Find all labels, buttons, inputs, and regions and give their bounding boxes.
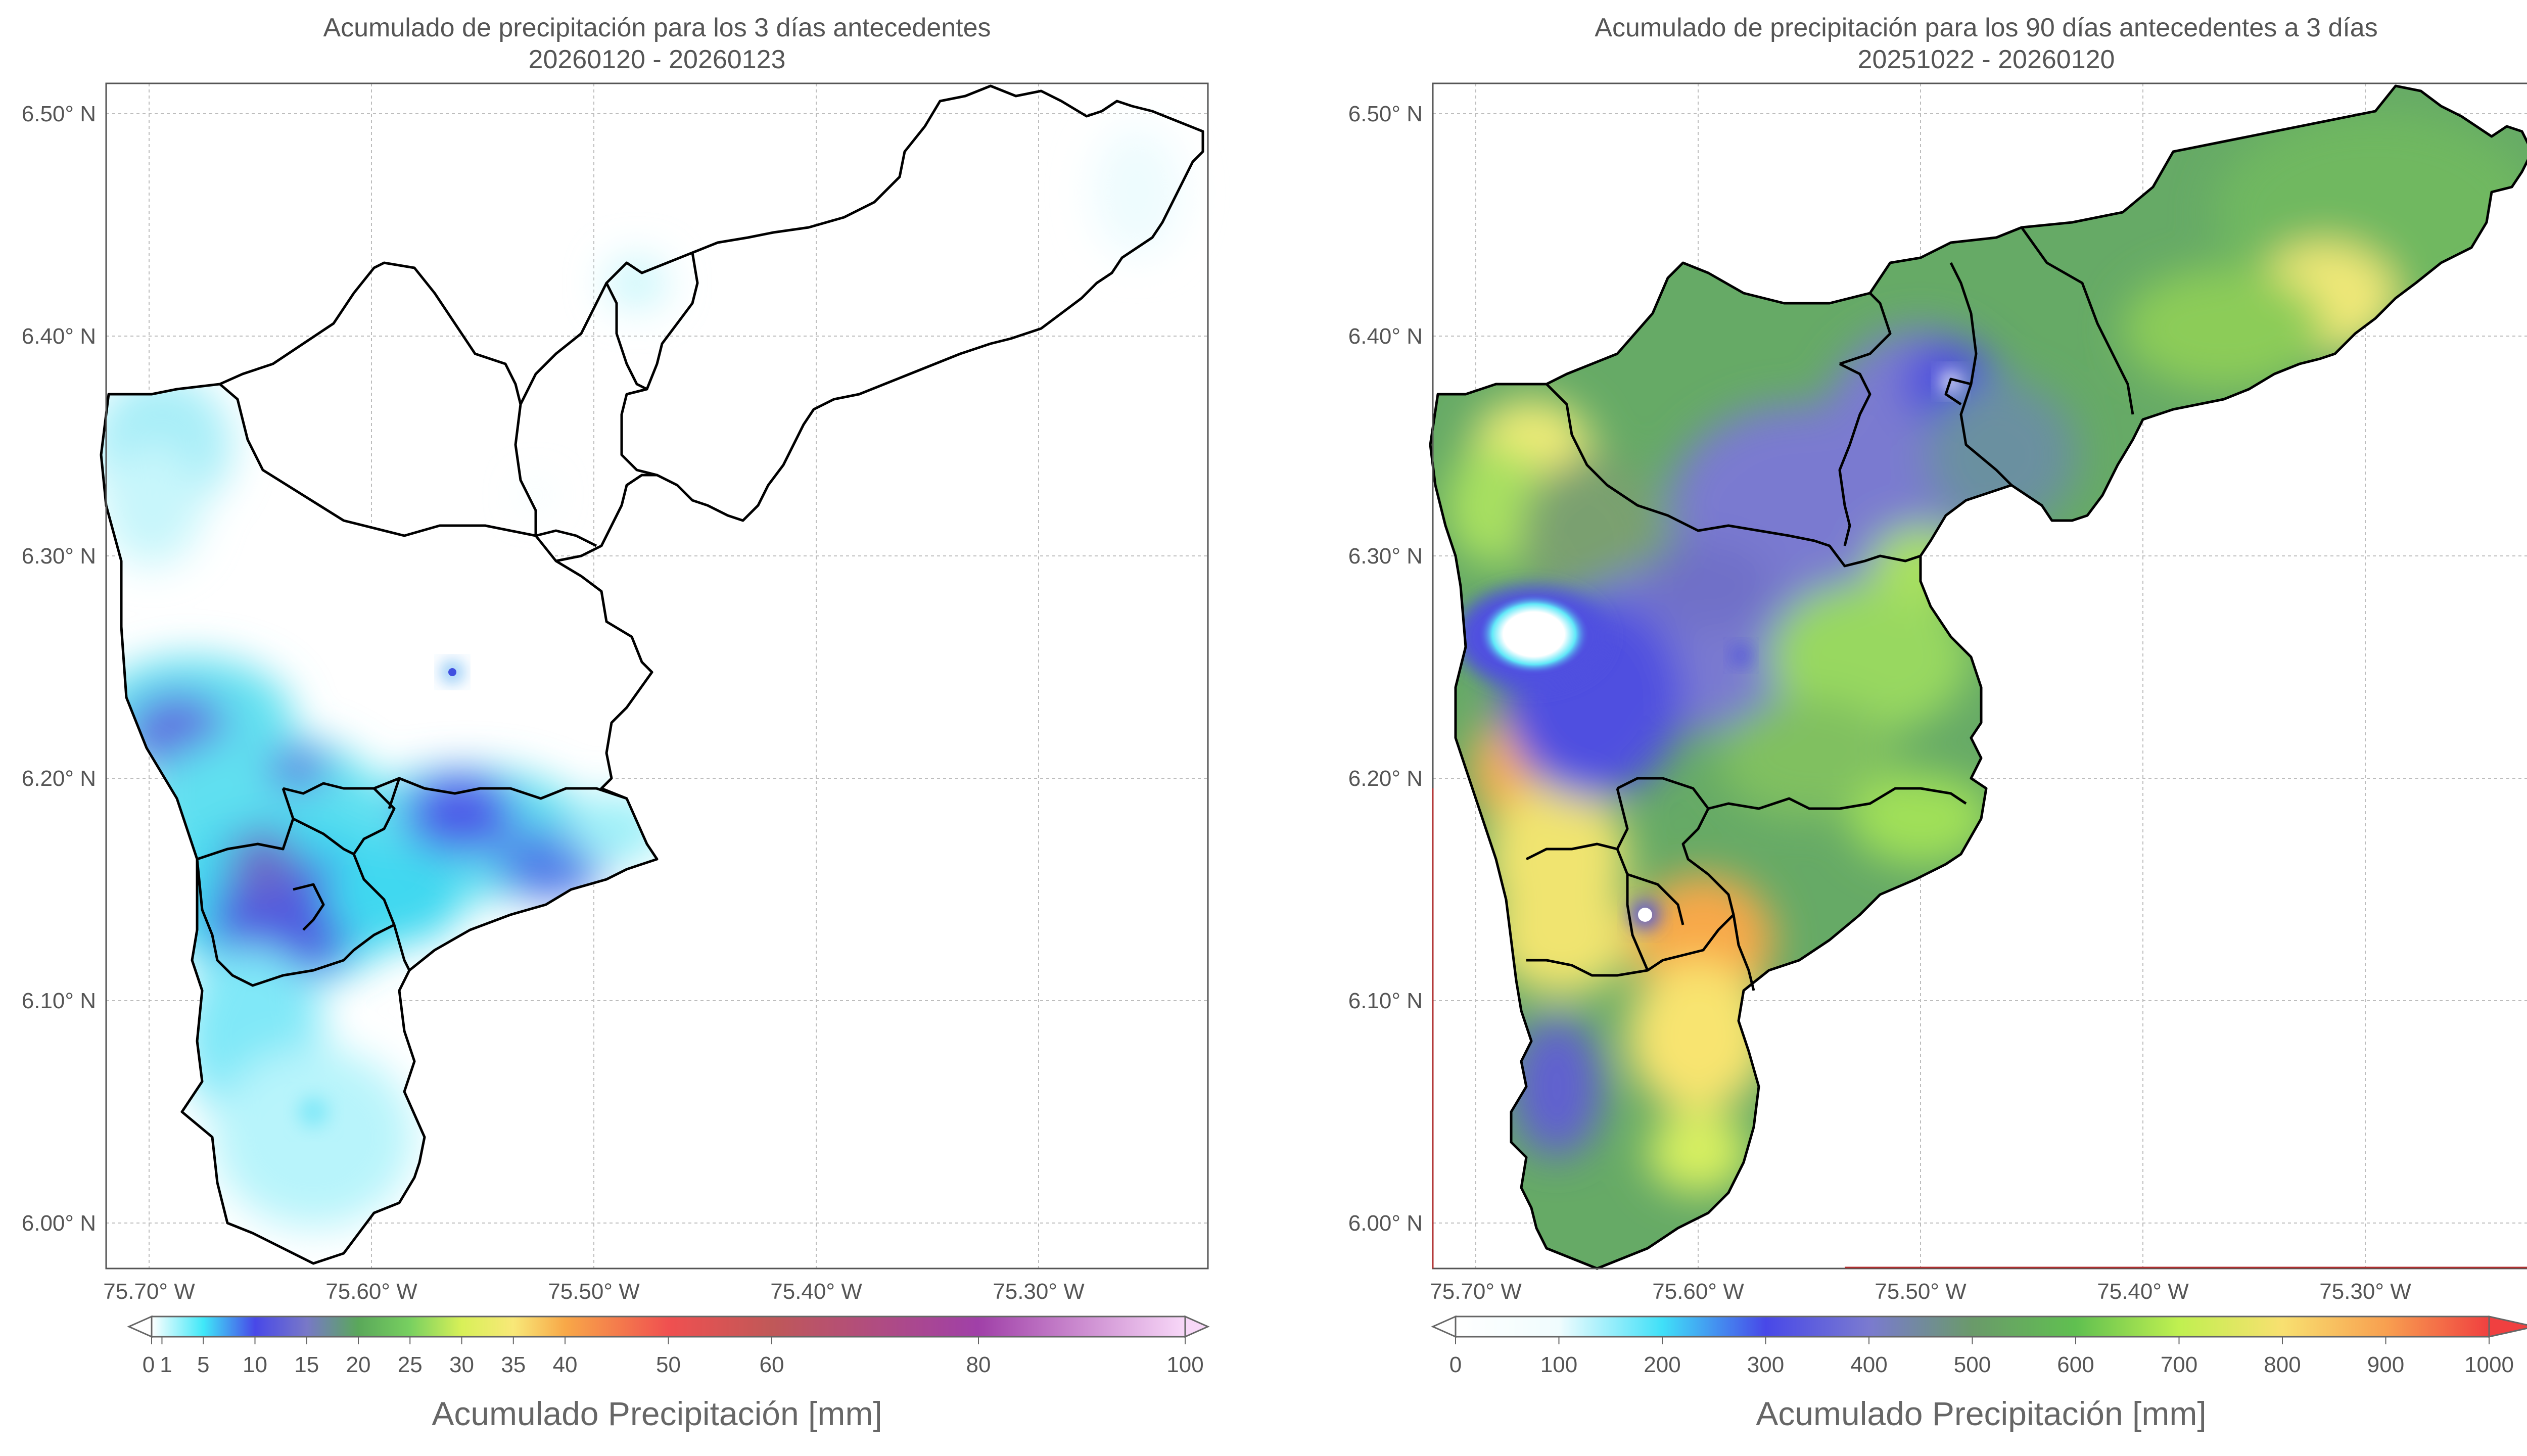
lon-tick-label: 75.30° W	[993, 1279, 1085, 1304]
lon-tick-label: 75.70° W	[1430, 1279, 1522, 1304]
colorbar-tick-label: 20	[346, 1352, 371, 1377]
lon-tick-label: 75.50° W	[1875, 1279, 1967, 1304]
right-colorbar-label: Acumulado Precipitación [mm]	[1756, 1395, 2206, 1432]
right-title-line1: Acumulado de precipitación para los 90 d…	[1595, 13, 2377, 42]
right-colorbar: 0 100 200 300 400 500 600 700 800 900 1000 Acumula…	[1431, 1315, 2527, 1432]
left-colorbar: 0 1 5 10 15 20 25 30 35 40 50 60 80 100 Acumulado Pre…	[127, 1315, 1210, 1432]
left-cb-bar	[152, 1317, 1185, 1337]
lat-tick-label: 6.50° N	[22, 102, 96, 126]
right-cb-bar	[1456, 1317, 2489, 1337]
left-title-line1: Acumulado de precipitación para los 3 dí…	[323, 13, 991, 42]
lat-tick-label: 6.30° N	[22, 544, 96, 569]
left-precip-field	[101, 384, 657, 1263]
colorbar-tick-label: 800	[2264, 1352, 2301, 1377]
right-panel: Acumulado de precipitación para los 90 d…	[1348, 13, 2527, 1432]
colorbar-tick-label: 500	[1954, 1352, 1991, 1377]
right-cb-max-arrow	[2488, 1316, 2527, 1338]
left-boundaries	[101, 84, 1204, 1263]
lon-tick-label: 75.70° W	[103, 1279, 195, 1304]
left-panel: Acumulado de precipitación para los 3 dí…	[22, 13, 1210, 1432]
lat-tick-label: 6.00° N	[22, 1211, 96, 1236]
colorbar-tick-label: 10	[243, 1352, 267, 1377]
colorbar-tick-label: 700	[2161, 1352, 2197, 1377]
colorbar-tick-label: 1000	[2464, 1352, 2514, 1377]
lon-tick-label: 75.60° W	[325, 1279, 417, 1304]
colorbar-tick-label: 15	[294, 1352, 319, 1377]
lat-tick-label: 6.20° N	[22, 766, 96, 791]
lon-tick-label: 75.40° W	[2097, 1279, 2189, 1304]
lon-tick-label: 75.60° W	[1652, 1279, 1744, 1304]
lat-tick-label: 6.10° N	[1348, 989, 1423, 1013]
colorbar-tick-label: 50	[656, 1352, 681, 1377]
lat-tick-label: 6.20° N	[1348, 766, 1423, 791]
right-cb-min-arrow	[1431, 1315, 1457, 1338]
left-lat-ticks: 6.50° N 6.40° N 6.30° N 6.20° N 6.10° N …	[22, 102, 96, 1236]
colorbar-tick-label: 100	[1166, 1352, 1203, 1377]
colorbar-tick-label: 30	[449, 1352, 474, 1377]
left-cb-max-arrow	[1184, 1315, 1210, 1338]
colorbar-tick-label: 0	[1449, 1352, 1462, 1377]
lat-tick-label: 6.10° N	[22, 989, 96, 1013]
lon-tick-label: 75.30° W	[2319, 1279, 2411, 1304]
colorbar-tick-label: 80	[966, 1352, 991, 1377]
colorbar-tick-label: 400	[1850, 1352, 1887, 1377]
colorbar-tick-label: 900	[2367, 1352, 2404, 1377]
right-title-line2: 20251022 - 20260120	[1858, 45, 2115, 74]
colorbar-tick-label: 40	[553, 1352, 578, 1377]
lat-tick-label: 6.30° N	[1348, 544, 1423, 569]
colorbar-tick-label: 5	[197, 1352, 209, 1377]
left-lon-ticks: 75.70° W 75.60° W 75.50° W 75.40° W 75.3…	[103, 1279, 1085, 1304]
left-title-line2: 20260120 - 20260123	[529, 45, 786, 74]
colorbar-tick-label: 35	[501, 1352, 526, 1377]
lat-tick-label: 6.40° N	[22, 324, 96, 349]
lat-tick-label: 6.00° N	[1348, 1211, 1423, 1236]
colorbar-tick-label: 600	[2057, 1352, 2094, 1377]
colorbar-tick-label: 100	[1540, 1352, 1577, 1377]
right-lat-ticks: 6.50° N 6.40° N 6.30° N 6.20° N 6.10° N …	[1348, 102, 1423, 1236]
colorbar-tick-label: 60	[760, 1352, 784, 1377]
left-cb-min-arrow	[127, 1315, 153, 1338]
right-boundaries	[1430, 86, 2527, 1269]
lat-tick-label: 6.50° N	[1348, 102, 1423, 126]
colorbar-tick-label: 300	[1747, 1352, 1784, 1377]
lat-tick-label: 6.40° N	[1348, 324, 1423, 349]
lon-tick-label: 75.50° W	[548, 1279, 640, 1304]
colorbar-tick-label: 25	[398, 1352, 423, 1377]
colorbar-tick-label: 0	[143, 1352, 155, 1377]
colorbar-tick-label: 1	[160, 1352, 172, 1377]
right-lon-ticks: 75.70° W 75.60° W 75.50° W 75.40° W 75.3…	[1430, 1279, 2411, 1304]
left-colorbar-label: Acumulado Precipitación [mm]	[432, 1395, 882, 1432]
colorbar-tick-label: 200	[1644, 1352, 1680, 1377]
lon-tick-label: 75.40° W	[770, 1279, 862, 1304]
